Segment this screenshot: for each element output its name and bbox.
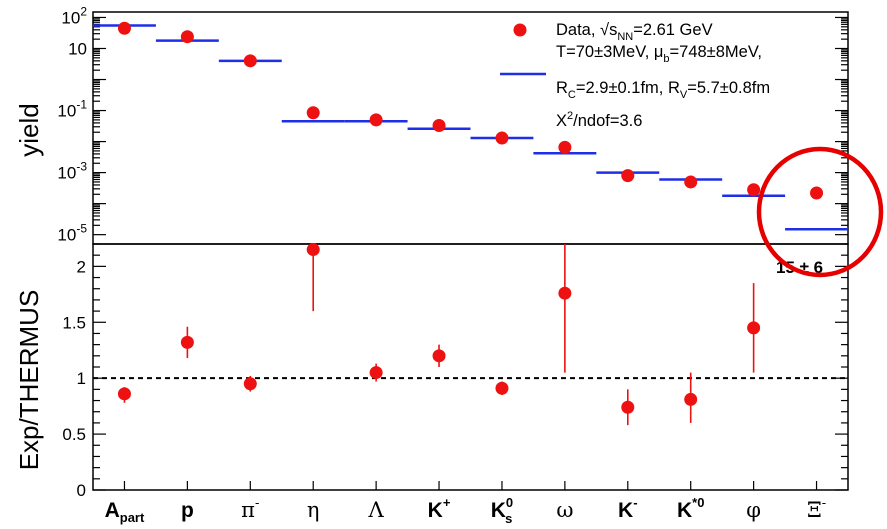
bottom-y-tick-label: 0.5 <box>62 425 86 444</box>
x-label-4: η <box>307 498 320 522</box>
top-y-tick-label: 102 <box>61 4 87 27</box>
bottom-panel-frame <box>92 243 849 491</box>
legend-data-label: Data, √sNN=2.61 GeV <box>556 21 713 43</box>
x-label-3: π- <box>241 496 259 522</box>
bottom-y-tick-label: 0 <box>77 481 86 500</box>
x-label-7: K0 s <box>491 495 513 526</box>
ratio-point-11 <box>747 321 761 335</box>
highlight-circle <box>756 146 884 278</box>
bottom-y-tick-label: 1.5 <box>62 313 86 332</box>
ratio-point-2 <box>180 335 194 349</box>
ratio-point-9 <box>621 400 635 414</box>
top-panel-ticks: 102 10 10-1 10-3 10-5 <box>57 4 848 245</box>
x-label-6: K+ <box>428 495 451 522</box>
bottom-y-axis-label: Exp/THERMUS <box>14 290 44 471</box>
x-axis-labels: Apart p π-η Λ K+ K0 s ω K- K*0 φ Ξ- <box>105 495 827 526</box>
ratio-point-8 <box>558 286 572 300</box>
top-data-point-6 <box>432 118 446 132</box>
bottom-y-tick-label: 1 <box>77 369 86 388</box>
bottom-panel-ticks: 0 0.5 1 1.5 2 <box>62 243 848 500</box>
top-data-point-2 <box>180 30 194 44</box>
top-data-point-1 <box>117 21 131 35</box>
top-data-point-5 <box>369 113 383 127</box>
ratio-point-10 <box>684 392 698 406</box>
ratio-point-6 <box>432 349 446 363</box>
legend-fit-line-1: T=70±3MeV, μb=748±8MeV, <box>556 43 762 65</box>
legend-fit-line-2: RC=2.9±0.1fm, RV=5.7±0.8fm <box>556 79 770 101</box>
ratio-point-5 <box>369 366 383 380</box>
x-label-5: Λ <box>368 498 385 522</box>
top-data-point-8 <box>558 140 572 154</box>
legend-data-marker <box>513 23 527 37</box>
bottom-y-tick-label: 2 <box>77 257 86 276</box>
bottom-data-points <box>117 243 761 426</box>
x-label-9: K- <box>618 495 638 522</box>
ratio-point-1 <box>117 387 131 401</box>
legend-chi2: X2/ndof=3.6 <box>556 110 642 130</box>
x-label-10: K*0 <box>677 495 704 522</box>
top-data-point-9 <box>621 169 635 183</box>
top-data-point-4 <box>306 106 320 120</box>
top-data-point-11 <box>747 183 761 197</box>
top-y-axis-label: yield <box>14 103 44 156</box>
x-label-1: Apart <box>105 499 145 525</box>
ratio-point-4 <box>306 243 320 257</box>
top-data-point-12 <box>810 186 824 200</box>
top-y-tick-label: 10-5 <box>57 222 87 245</box>
top-data-point-3 <box>243 54 257 68</box>
top-data-points <box>117 21 824 200</box>
top-y-tick-label: 10-3 <box>57 160 87 183</box>
legend: Data, √sNN=2.61 GeV T=70±3MeV, μb=748±8M… <box>500 21 770 130</box>
x-label-2: p <box>181 499 194 522</box>
top-data-point-10 <box>684 175 698 189</box>
x-label-8: ω <box>556 498 573 522</box>
top-y-tick-label: 10 <box>68 39 87 58</box>
x-label-12: Ξ- <box>807 496 826 522</box>
top-y-tick-label: 10-1 <box>57 98 87 121</box>
top-data-point-7 <box>495 131 509 145</box>
ratio-point-7 <box>495 381 509 395</box>
ratio-point-3 <box>243 377 257 391</box>
x-label-11: φ <box>746 498 761 522</box>
